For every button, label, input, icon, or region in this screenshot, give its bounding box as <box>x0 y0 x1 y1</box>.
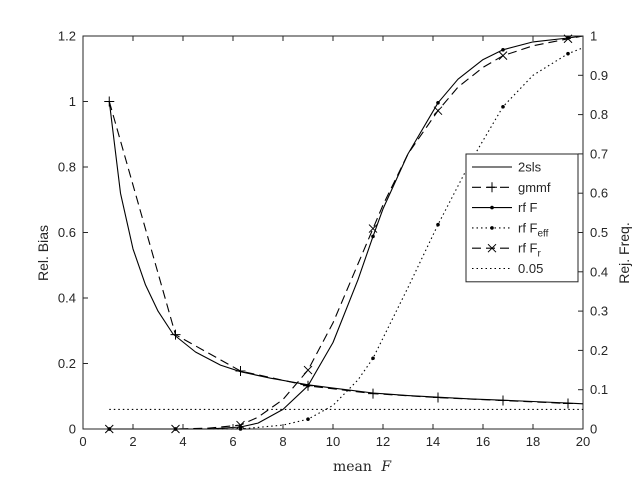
y-right-tick-label: 0.9 <box>590 68 608 83</box>
legend-item: 2sls <box>472 160 542 175</box>
y-right-tick-label: 0.3 <box>590 304 608 319</box>
x-tick-label: 14 <box>426 434 440 449</box>
x-tick-label: 0 <box>79 434 86 449</box>
legend-label: 2sls <box>518 160 542 175</box>
x-tick-label: 16 <box>476 434 490 449</box>
series-marker <box>498 395 508 406</box>
legend-marker <box>487 243 497 253</box>
series-line <box>108 101 569 405</box>
y-left-tick-label: 0.4 <box>58 291 76 306</box>
x-axis-label-symbol: F <box>380 459 392 475</box>
x-axis-label: mean F <box>333 459 392 475</box>
series-line <box>109 47 584 430</box>
series-marker <box>306 417 310 421</box>
series-marker <box>236 420 245 430</box>
legend-label: gmmf <box>518 180 551 195</box>
x-tick-label: 2 <box>129 434 136 449</box>
y-left-tick-label: 0.6 <box>58 225 76 240</box>
y-left-tick-label: 0 <box>69 422 76 437</box>
legend-label: rf Fr <box>518 241 542 260</box>
series-marker <box>371 234 375 239</box>
y-right-tick-label: 0.4 <box>590 264 608 279</box>
y-left-tick-label: 1.2 <box>58 29 76 44</box>
x-tick-label: 10 <box>326 434 340 449</box>
y-right-tick-label: 0 <box>590 422 597 437</box>
y-right-tick-label: 0.6 <box>590 186 608 201</box>
legend-item: rf F <box>472 200 538 215</box>
y-axis-left-label: Rel. Bias <box>35 225 51 281</box>
series-marker <box>371 356 375 361</box>
series-marker <box>238 427 243 431</box>
y-axis-right: 0 0.1 0.2 0.3 0.4 0.5 0.6 0.7 0.8 0.9 1 <box>578 29 608 437</box>
series-marker <box>501 47 505 52</box>
y-left-tick-label: 1 <box>69 94 76 109</box>
legend-box <box>465 153 579 283</box>
series-marker <box>436 101 440 105</box>
series-marker <box>368 388 378 399</box>
series-marker <box>104 424 114 434</box>
legend-item: 0.05 <box>472 261 543 276</box>
x-tick-label: 20 <box>576 434 590 449</box>
series-marker <box>368 224 378 233</box>
legend-item: gmmf <box>472 180 551 195</box>
y-right-tick-label: 0.2 <box>590 343 608 358</box>
y-right-tick-label: 1 <box>590 29 597 44</box>
series-marker <box>306 383 310 388</box>
legend-marker <box>490 205 494 210</box>
y-right-tick-label: 0.7 <box>590 146 608 161</box>
y-axis-right-label: Rej. Freq. <box>616 222 632 283</box>
x-axis: 0 2 4 6 8 10 12 14 16 18 20 <box>79 36 590 449</box>
y-left-tick-label: 0.8 <box>58 160 76 175</box>
series-marker <box>235 366 246 377</box>
y-right-tick-label: 0.8 <box>590 107 608 122</box>
legend-label: rf F <box>518 200 538 215</box>
y-right-tick-label: 0.5 <box>590 225 608 240</box>
legend-item: rf Feff <box>472 220 549 239</box>
legend-marker <box>487 182 497 193</box>
y-axis-left: 0 0.2 0.4 0.6 0.8 1 1.2 <box>58 29 88 437</box>
series-marker <box>170 329 181 340</box>
legend: 2sls gmmf rf F rf Feff rf Fr0.05 <box>465 153 579 283</box>
legend-marker <box>490 226 494 230</box>
series-marker <box>498 51 508 61</box>
series-marker <box>433 106 443 116</box>
series-marker <box>303 365 313 375</box>
x-tick-label: 6 <box>229 434 236 449</box>
series-marker <box>171 424 180 434</box>
series-5 <box>104 34 584 434</box>
x-tick-label: 18 <box>526 434 540 449</box>
legend-item: rf Fr <box>472 241 542 260</box>
legend-label: rf Feff <box>518 220 549 239</box>
x-axis-label-prefix: mean <box>333 459 372 475</box>
y-right-tick-label: 0.1 <box>590 382 608 397</box>
legend-label: 0.05 <box>518 261 543 276</box>
x-tick-label: 8 <box>279 434 286 449</box>
series-marker <box>436 222 440 227</box>
series-marker <box>501 104 505 109</box>
series-marker <box>563 398 573 409</box>
series-marker <box>566 51 570 56</box>
series-marker <box>433 392 443 403</box>
series-marker <box>104 96 115 107</box>
x-tick-label: 4 <box>179 434 186 449</box>
series-marker <box>563 34 573 44</box>
y-left-tick-label: 0.2 <box>58 356 76 371</box>
x-tick-label: 12 <box>376 434 390 449</box>
